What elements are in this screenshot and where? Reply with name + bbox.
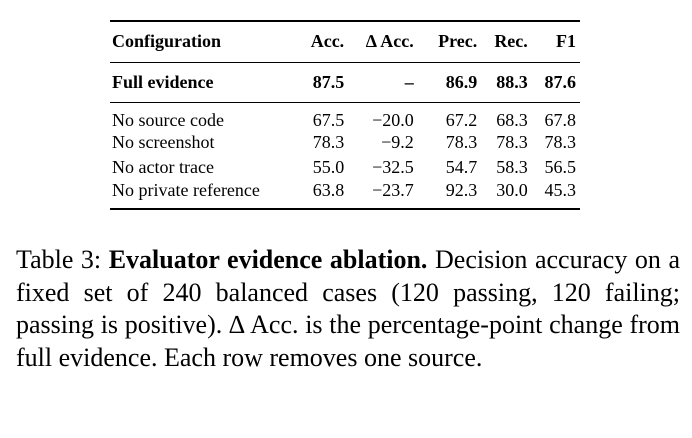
cell-f1: 67.8 [544,109,577,130]
row-label: No screenshot [112,132,215,153]
table-row-full-evidence: Full evidence 87.5 – 86.9 88.3 87.6 [110,62,580,102]
cell-acc: 78.3 [312,132,345,153]
cell-f1: 56.5 [544,156,577,177]
cell-prec: 86.9 [445,71,478,92]
cell-acc: 67.5 [312,109,345,130]
cell-delta-acc: – [404,71,414,92]
cell-rec: 78.3 [496,132,528,153]
row-label: No private reference [112,179,260,200]
evidence-ablation-table: Configuration Acc. ∆ Acc. Prec. Rec. F1 … [110,20,580,210]
caption-title: Evaluator evidence ablation. [108,245,428,274]
cell-f1: 45.3 [544,179,577,200]
header-f1: F1 [556,31,576,52]
cell-delta-acc: −32.5 [372,156,414,177]
cell-rec: 30.0 [496,179,528,200]
table-row: No actor trace 55.0 −32.5 54.7 58.3 56.5 [110,155,580,180]
header-delta-acc: ∆ Acc. [365,31,414,52]
row-label: No source code [112,109,224,130]
cell-delta-acc: −23.7 [372,179,414,200]
cell-rec: 68.3 [496,109,528,130]
cell-prec: 54.7 [445,156,478,177]
cell-prec: 78.3 [445,132,478,153]
cell-acc: 87.5 [312,71,345,92]
table-row: No source code 67.5 −20.0 67.2 68.3 67.8 [110,102,580,131]
cell-f1: 78.3 [544,132,577,153]
caption-prefix: Table 3: [16,245,109,274]
table-row: No private reference 63.8 −23.7 92.3 30.… [110,180,580,209]
header-prec: Prec. [438,31,478,52]
cell-f1: 87.6 [544,71,577,92]
row-label: Full evidence [112,71,214,92]
table-header-row: Configuration Acc. ∆ Acc. Prec. Rec. F1 [110,21,580,62]
header-rec: Rec. [494,31,528,52]
table-caption: Table 3: Evaluator evidence ablation. De… [16,244,680,374]
cell-delta-acc: −20.0 [372,109,414,130]
cell-rec: 88.3 [496,71,528,92]
cell-acc: 63.8 [312,179,345,200]
cell-delta-acc: −9.2 [381,132,414,153]
cell-prec: 92.3 [445,179,478,200]
table-row: No screenshot 78.3 −9.2 78.3 78.3 78.3 [110,131,580,156]
header-configuration: Configuration [112,31,222,52]
cell-acc: 55.0 [312,156,345,177]
caption-body: Decision accuracy on a fixed set of 240 … [16,245,680,372]
cell-rec: 58.3 [496,156,528,177]
results-table-container: Configuration Acc. ∆ Acc. Prec. Rec. F1 … [110,20,580,210]
cell-prec: 67.2 [445,109,478,130]
header-acc: Acc. [310,31,345,52]
row-label: No actor trace [112,156,214,177]
